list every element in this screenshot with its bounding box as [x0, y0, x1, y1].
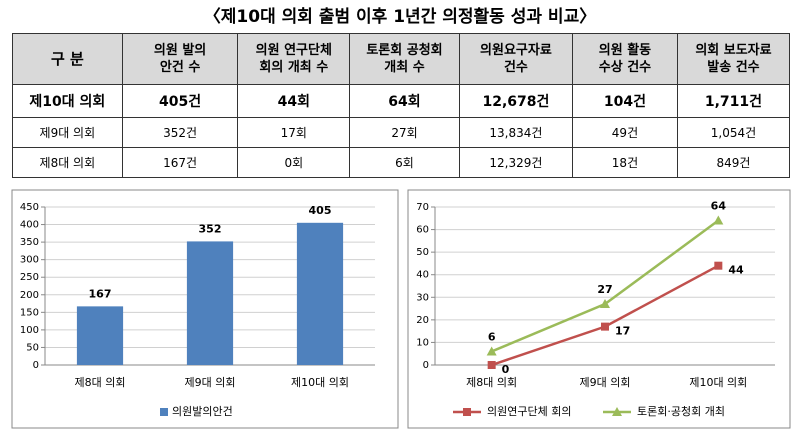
- table-cell: 405건: [121, 84, 239, 118]
- y-tick-label: 150: [20, 307, 39, 318]
- table-cell: 17회: [237, 117, 351, 148]
- data-label: 17: [615, 325, 630, 338]
- table-cell: 0회: [237, 147, 351, 178]
- table-cell: 12,678건: [458, 84, 574, 118]
- x-tick-label: 제8대 의회: [466, 376, 517, 389]
- table-cell: 849건: [676, 147, 791, 178]
- data-label: 44: [728, 264, 744, 277]
- y-tick-label: 70: [416, 202, 429, 213]
- table-cell: 구 분: [12, 33, 123, 85]
- table-cell: 44회: [237, 84, 351, 118]
- y-tick-label: 400: [20, 220, 39, 231]
- y-tick-label: 30: [416, 292, 429, 303]
- marker: [601, 322, 609, 331]
- data-label: 6: [488, 330, 496, 343]
- legend-label: 의원연구단체 회의: [487, 405, 571, 418]
- y-tick-label: 60: [416, 225, 429, 236]
- summary-table: 구 분 의원 발의 안건 수 의원 연구단체 회의 개최 수 토론회 공청회 개최 수…: [12, 33, 791, 178]
- y-tick-label: 250: [20, 272, 39, 283]
- table-cell: 1,054건: [676, 117, 791, 148]
- table-cell: 의원요구자료 건수: [458, 33, 574, 85]
- x-tick-label: 제9대 의회: [580, 376, 631, 389]
- table-cell: 13,834건: [458, 117, 574, 148]
- y-tick-label: 350: [20, 237, 39, 248]
- marker: [486, 346, 497, 356]
- data-label: 0: [502, 363, 510, 376]
- table-row: 구 분 의원 발의 안건 수 의원 연구단체 회의 개최 수 토론회 공청회 개최 수…: [12, 33, 791, 85]
- table-cell: 352건: [121, 117, 239, 148]
- x-tick-label: 제9대 의회: [185, 376, 236, 389]
- table-row: 제8대 의회 167건 0회 6회 12,329건 18건 849건: [12, 147, 791, 178]
- table-cell: 제8대 의회: [12, 147, 123, 178]
- data-label: 167: [89, 287, 112, 300]
- y-tick-label: 10: [416, 337, 429, 348]
- y-tick-label: 300: [20, 255, 39, 266]
- data-label: 27: [597, 283, 612, 296]
- y-tick-label: 50: [26, 342, 39, 353]
- table-row: 제10대 의회 405건 44회 64회 12,678건 104건 1,711건: [12, 84, 791, 118]
- legend-label: 의원발의안건: [172, 405, 233, 418]
- x-tick-label: 제10대 의회: [291, 376, 349, 389]
- marker: [487, 361, 496, 369]
- data-label: 405: [309, 204, 332, 217]
- y-tick-label: 40: [416, 270, 429, 281]
- page-title: 〈제10대 의회 출범 이후 1년간 의정활동 성과 비교〉: [203, 7, 597, 27]
- table-cell: 의원 연구단체 회의 개최 수: [237, 33, 351, 85]
- y-tick-label: 50: [416, 247, 429, 258]
- bar: [296, 222, 344, 365]
- marker: [600, 299, 610, 309]
- table-cell: 제9대 의회: [12, 117, 123, 148]
- y-tick-label: 200: [20, 290, 39, 301]
- table-cell: 1,711건: [676, 84, 791, 118]
- table-cell: 104건: [572, 84, 678, 118]
- table-cell: 27회: [349, 117, 460, 148]
- y-tick-label: 450: [20, 202, 39, 213]
- marker: [714, 261, 723, 270]
- data-label: 64: [711, 200, 727, 213]
- marker: [713, 215, 724, 225]
- table-cell: 의원 활동 수상 건수: [572, 33, 678, 85]
- legend-label: 토론회·공청회 개최: [637, 405, 725, 418]
- table-cell: 의원 발의 안건 수: [121, 33, 239, 85]
- legend-swatch: [160, 408, 168, 416]
- table-cell: 167건: [121, 147, 239, 178]
- legend-marker: [463, 408, 471, 416]
- table-cell: 18건: [572, 147, 678, 178]
- table-cell: 제10대 의회: [12, 84, 123, 118]
- table-cell: 64회: [349, 84, 460, 118]
- y-tick-label: 20: [416, 315, 429, 326]
- bar: [76, 306, 124, 365]
- table-cell: 토론회 공청회 개최 수: [349, 33, 460, 85]
- table-cell: 12,329건: [458, 147, 574, 178]
- chart-frame: [407, 189, 791, 429]
- legend-marker: [612, 407, 622, 416]
- table-cell: 6회: [349, 147, 460, 178]
- x-tick-label: 제10대 의회: [689, 376, 747, 389]
- table-row: 제9대 의회 352건 17회 27회 13,834건 49건 1,054건: [12, 117, 791, 148]
- y-tick-label: 100: [20, 325, 39, 336]
- x-tick-label: 제8대 의회: [75, 376, 126, 389]
- data-label: 352: [199, 222, 222, 235]
- table-cell: 의회 보도자료 발송 건수: [676, 33, 791, 85]
- bar: [186, 241, 234, 365]
- table-cell: 49건: [572, 117, 678, 148]
- y-tick-label: 0: [33, 360, 39, 371]
- y-tick-label: 0: [423, 360, 429, 371]
